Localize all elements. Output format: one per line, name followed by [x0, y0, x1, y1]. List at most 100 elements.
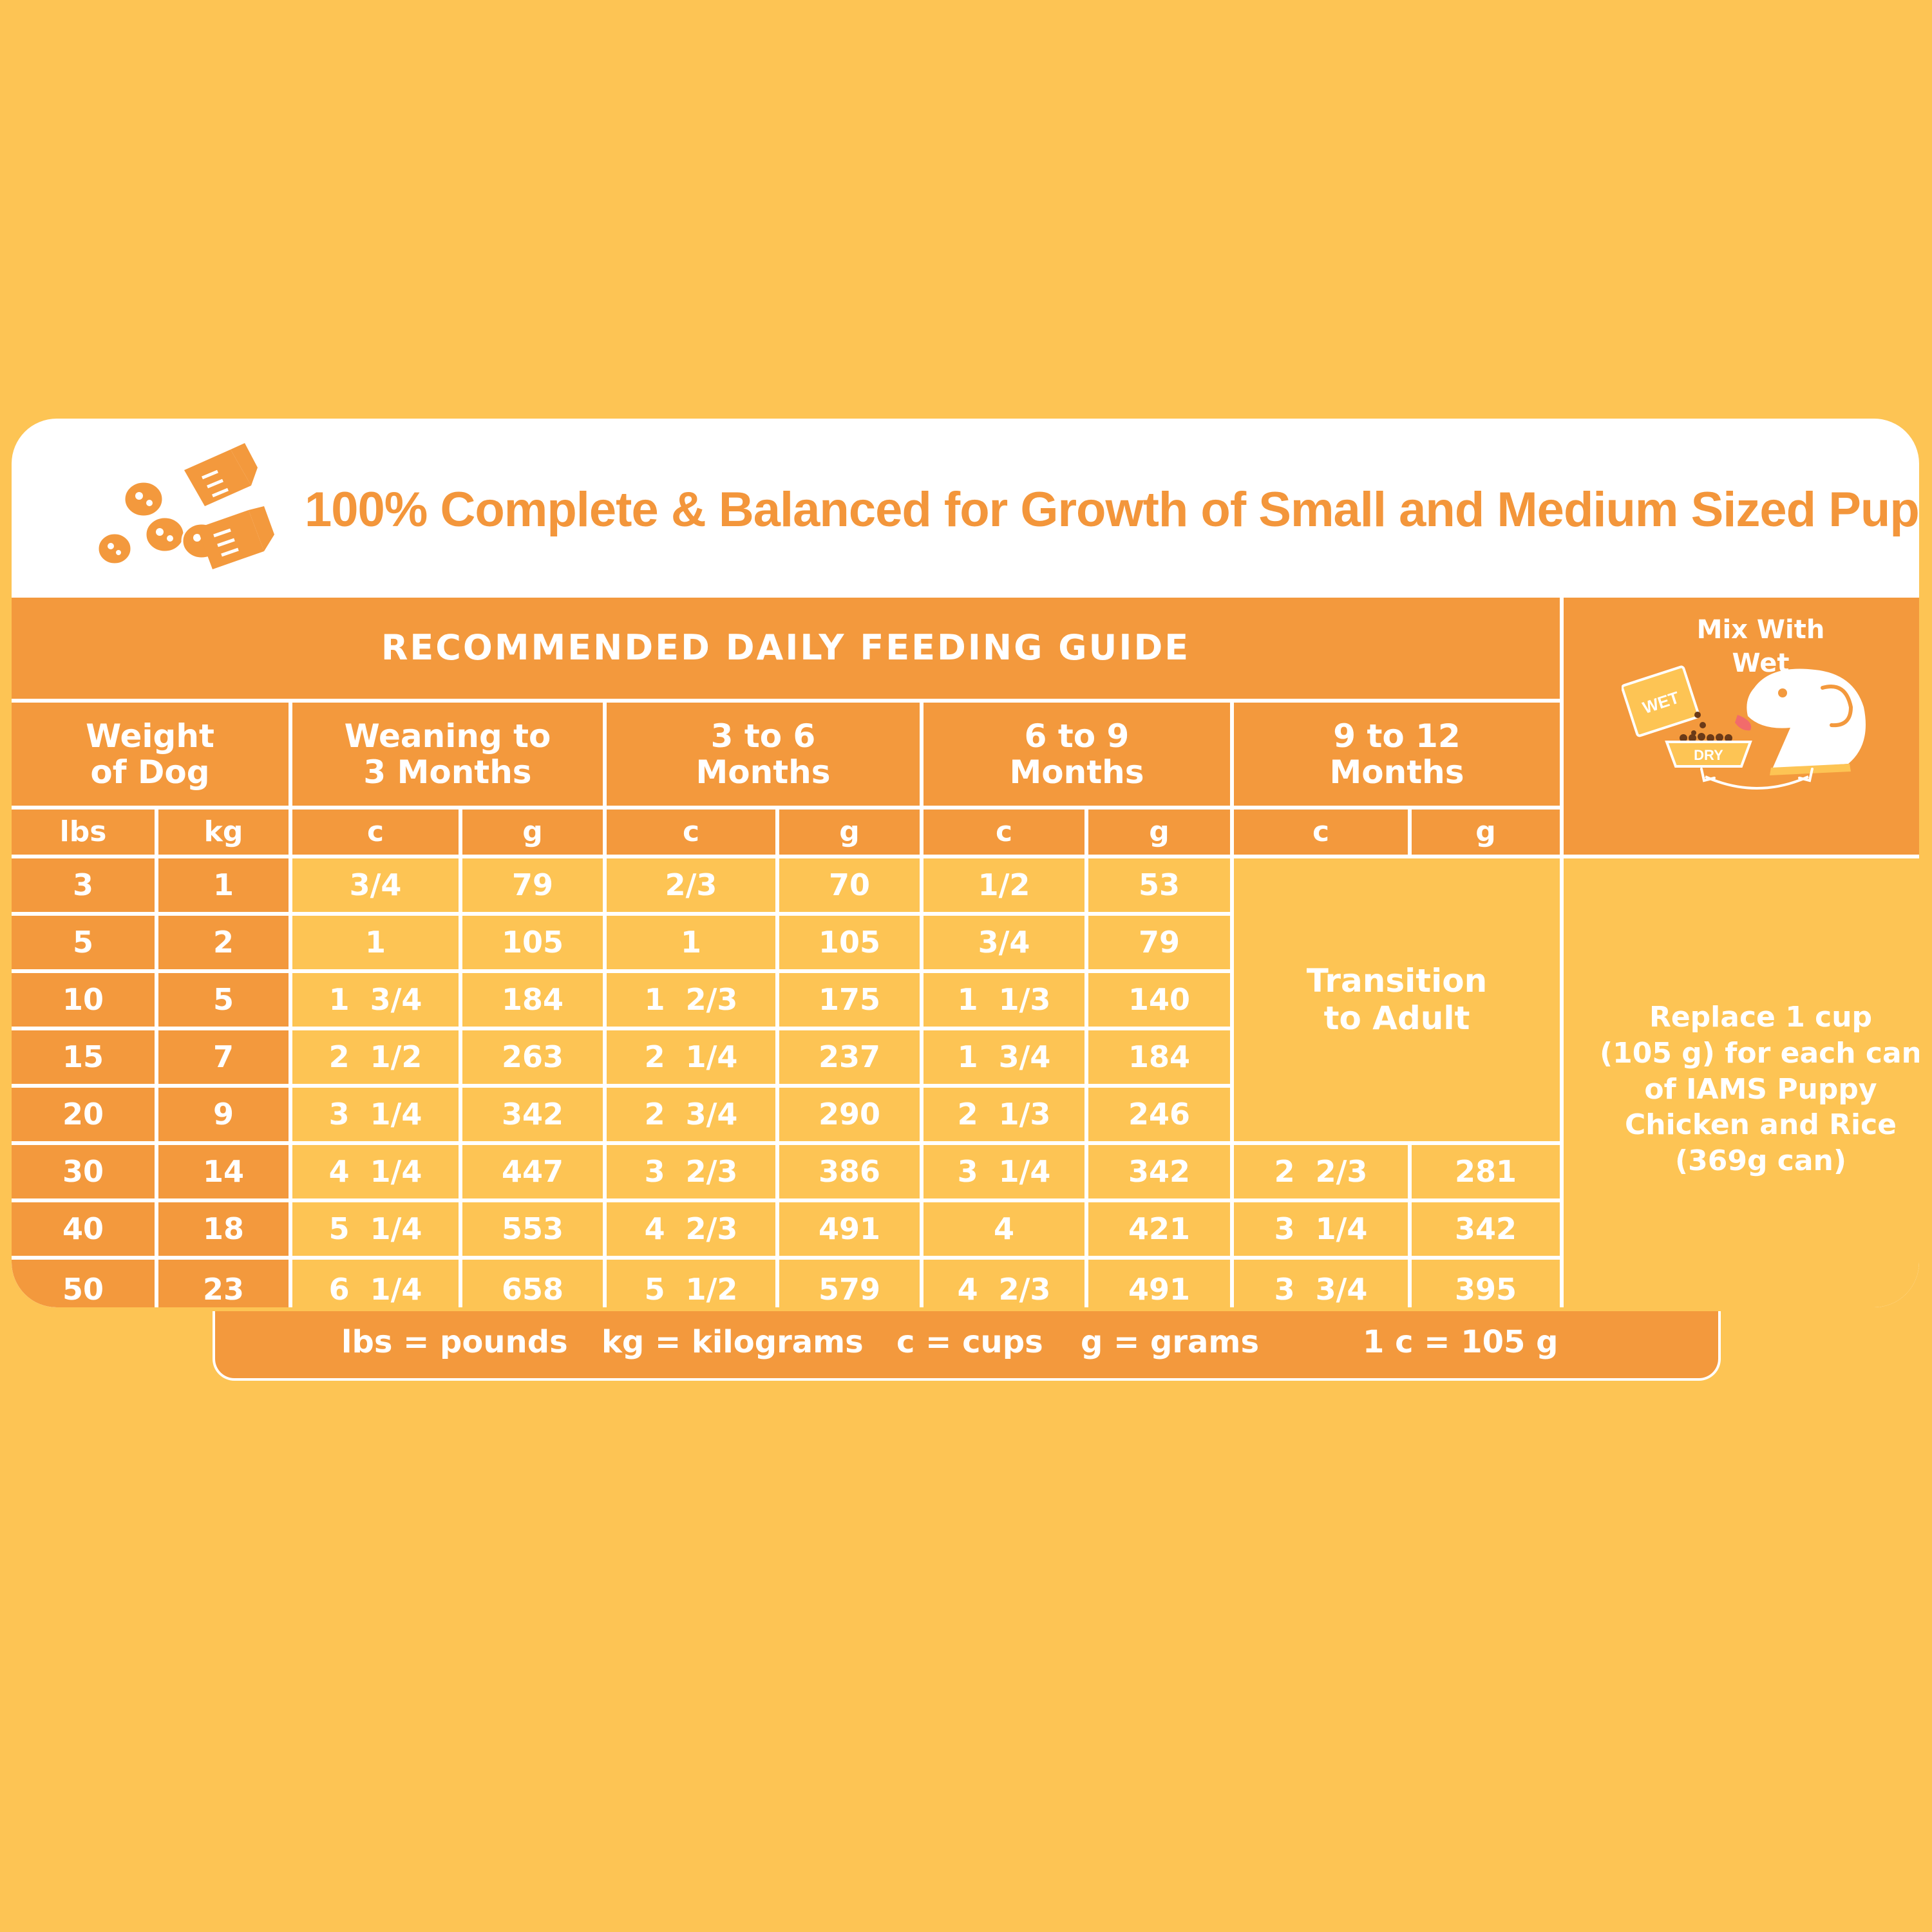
table-cell: 184 — [1088, 1030, 1230, 1084]
table-cell: 281 — [1412, 1145, 1560, 1198]
weight-lbs-cell: 3 — [12, 858, 155, 912]
table-cell: 237 — [779, 1030, 920, 1084]
weight-lbs-cell: 15 — [12, 1030, 155, 1084]
table-cell: 342 — [1412, 1202, 1560, 1256]
units-legend: lbs = pounds kg = kilograms c = cups g =… — [213, 1311, 1721, 1381]
unit-header: lbs — [12, 810, 155, 855]
weight-kg-cell: 2 — [158, 916, 289, 969]
table-cell: 6 1/4 — [292, 1260, 459, 1307]
legend-item-grams: g = grams — [1081, 1324, 1260, 1360]
table-cell: 342 — [462, 1088, 603, 1141]
table-cell: 1/2 — [923, 858, 1084, 912]
weight-kg-cell: 5 — [158, 973, 289, 1027]
table-cell: 658 — [462, 1260, 603, 1307]
title-band: 100% Complete & Balanced for Growth of S… — [12, 419, 1919, 598]
table-cell: 79 — [1088, 916, 1230, 969]
unit-header: g — [1412, 810, 1560, 855]
table-cell: 3/4 — [923, 916, 1084, 969]
table-cell: 3 3/4 — [1234, 1260, 1408, 1307]
table-cell: 3 1/4 — [292, 1088, 459, 1141]
table-cell: 3/4 — [292, 858, 459, 912]
table-cell: 105 — [462, 916, 603, 969]
unit-header: kg — [158, 810, 289, 855]
weight-lbs-cell: 40 — [12, 1202, 155, 1256]
table-cell: 3 1/4 — [1234, 1202, 1408, 1256]
weight-kg-cell: 18 — [158, 1202, 289, 1256]
table-cell: 70 — [779, 858, 920, 912]
table-cell: 184 — [462, 973, 603, 1027]
weight-lbs-cell: 20 — [12, 1088, 155, 1141]
unit-header: c — [607, 810, 775, 855]
table-cell: 4 2/3 — [607, 1202, 775, 1256]
table-cell: 79 — [462, 858, 603, 912]
table-cell: 4 1/4 — [292, 1145, 459, 1198]
table-cell: 2 1/4 — [607, 1030, 775, 1084]
age-header-weaning-to-3-months: Weaning to 3 Months — [292, 703, 603, 806]
feeding-table: RECOMMENDED DAILY FEEDING GUIDE Mix With… — [12, 598, 1919, 1307]
puppy-eating-from-bowl-icon: WET DRY — [1622, 665, 1866, 790]
table-cell: 421 — [1088, 1202, 1230, 1256]
table-cell: 553 — [462, 1202, 603, 1256]
table-cell: 1 3/4 — [292, 973, 459, 1027]
weight-of-dog-header: Weight of Dog — [12, 703, 289, 806]
table-cell: 53 — [1088, 858, 1230, 912]
weight-kg-cell: 9 — [158, 1088, 289, 1141]
table-cell: 2 1/2 — [292, 1030, 459, 1084]
table-cell: 447 — [462, 1145, 603, 1198]
table-cell: 5 1/4 — [292, 1202, 459, 1256]
weight-kg-cell: 14 — [158, 1145, 289, 1198]
table-cell: 1 2/3 — [607, 973, 775, 1027]
age-header-3-to-6-months: 3 to 6 Months — [607, 703, 920, 806]
legend-item-pounds: lbs = pounds — [341, 1324, 568, 1360]
table-cell: 140 — [1088, 973, 1230, 1027]
age-header-9-to-12-months: 9 to 12 Months — [1234, 703, 1560, 806]
guide-title: RECOMMENDED DAILY FEEDING GUIDE — [12, 598, 1560, 699]
table-cell: 3 1/4 — [923, 1145, 1084, 1198]
feeding-guide-card: 100% Complete & Balanced for Growth of S… — [12, 419, 1919, 1307]
weight-lbs-cell: 5 — [12, 916, 155, 969]
table-cell: 342 — [1088, 1145, 1230, 1198]
weight-lbs-cell: 50 — [12, 1260, 155, 1307]
table-cell: 579 — [779, 1260, 920, 1307]
table-cell: 2/3 — [607, 858, 775, 912]
weight-kg-cell: 7 — [158, 1030, 289, 1084]
mix-with-wet-panel: Mix With Wet WET DRY — [1564, 598, 1919, 855]
weight-kg-cell: 1 — [158, 858, 289, 912]
table-cell: 175 — [779, 973, 920, 1027]
table-cell: 2 1/3 — [923, 1088, 1084, 1141]
unit-header: g — [1088, 810, 1230, 855]
table-cell: 1 3/4 — [923, 1030, 1084, 1084]
transition-to-adult-note: Transition to Adult — [1234, 858, 1560, 1141]
table-cell: 386 — [779, 1145, 920, 1198]
table-cell: 290 — [779, 1088, 920, 1141]
weight-lbs-cell: 30 — [12, 1145, 155, 1198]
age-header-6-to-9-months: 6 to 9 Months — [923, 703, 1230, 806]
table-cell: 4 2/3 — [923, 1260, 1084, 1307]
unit-header: c — [292, 810, 459, 855]
page-title: 100% Complete & Balanced for Growth of S… — [305, 482, 1919, 537]
table-cell: 246 — [1088, 1088, 1230, 1141]
table-cell: 2 2/3 — [1234, 1145, 1408, 1198]
weight-lbs-cell: 10 — [12, 973, 155, 1027]
table-cell: 1 — [607, 916, 775, 969]
table-cell: 1 — [292, 916, 459, 969]
unit-header: c — [1234, 810, 1408, 855]
unit-header: g — [779, 810, 920, 855]
unit-header: g — [462, 810, 603, 855]
table-cell: 5 1/2 — [607, 1260, 775, 1307]
weight-kg-cell: 23 — [158, 1260, 289, 1307]
replace-cup-note: Replace 1 cup (105 g) for each can of IA… — [1564, 858, 1919, 1307]
table-cell: 395 — [1412, 1260, 1560, 1307]
table-cell: 491 — [1088, 1260, 1230, 1307]
legend-item-cup-conversion: 1 c = 105 g — [1363, 1324, 1558, 1360]
legend-item-kilograms: kg = kilograms — [601, 1324, 864, 1360]
table-cell: 3 2/3 — [607, 1145, 775, 1198]
table-cell: 263 — [462, 1030, 603, 1084]
table-cell: 1 1/3 — [923, 973, 1084, 1027]
unit-header: c — [923, 810, 1084, 855]
table-cell: 2 3/4 — [607, 1088, 775, 1141]
kibble-and-measuring-cup-icon — [97, 443, 274, 569]
table-cell: 4 — [923, 1202, 1084, 1256]
mix-with-wet-label: Mix With Wet — [1696, 615, 1825, 678]
table-cell: 491 — [779, 1202, 920, 1256]
